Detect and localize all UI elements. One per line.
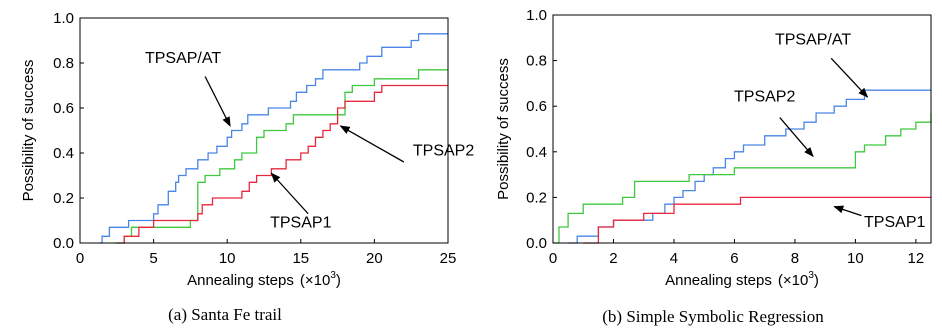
plot-frame — [79, 17, 449, 244]
y-tick-label: 0.4 — [53, 145, 74, 162]
x-axis-unit-exponent: 3 — [808, 270, 814, 281]
y-tick-label: 0.0 — [526, 235, 547, 252]
x-tick-label: 2 — [609, 250, 617, 267]
y-tick-label: 0.4 — [526, 144, 547, 161]
y-axis-label: Possibility of success — [20, 60, 37, 202]
annotation-arrow — [833, 205, 862, 217]
series-line-tpsap1 — [583, 196, 931, 244]
y-tick-label: 0.0 — [53, 235, 74, 252]
annotation-arrow — [339, 125, 405, 163]
x-axis-title: Annealing steps — [187, 272, 294, 289]
series-line-tpsap2 — [113, 69, 448, 244]
y-tick-label: 0.2 — [53, 190, 74, 207]
series-line-tpsap2 — [553, 113, 932, 244]
chart-caption: (b) Simple Symbolic Regression — [602, 307, 824, 326]
annotation-label: TPSAP1 — [864, 214, 925, 231]
x-axis-unit-close: ) — [336, 272, 341, 289]
series-line-tpsap-at — [568, 89, 931, 244]
y-tick-label: 0.2 — [526, 189, 547, 206]
annotation-label: TPSAP1 — [270, 214, 331, 231]
x-tick-label: 10 — [847, 250, 864, 267]
x-axis-unit-close: ) — [814, 272, 819, 289]
y-tick-label: 0.8 — [53, 55, 74, 72]
x-axis-title: Annealing steps — [665, 272, 772, 289]
chart-caption: (a) Santa Fe trail — [168, 305, 282, 324]
x-axis-unit: (×10 — [300, 272, 330, 289]
x-tick-label: 6 — [730, 250, 738, 267]
x-tick-label: 12 — [908, 250, 925, 267]
x-tick-label: 25 — [440, 250, 457, 267]
x-axis-unit: (×10 — [778, 272, 808, 289]
y-tick-label: 1.0 — [53, 10, 74, 27]
series-line-tpsap-at — [99, 33, 448, 244]
x-tick-label: 5 — [149, 250, 157, 267]
x-axis-unit-exponent: 3 — [330, 270, 336, 281]
annotation-arrow — [779, 117, 814, 158]
annotation-label: TPSAP2 — [413, 142, 474, 159]
x-tick-label: 20 — [366, 250, 383, 267]
x-axis-label: Annealing steps (×103) — [187, 270, 341, 289]
chart-panel-a: 0 5 10 15 20 25 0.0 0.2 0.4 0.6 0.8 1.0 Annealing st… — [20, 10, 474, 324]
x-tick-label: 10 — [219, 250, 236, 267]
x-tick-label: 0 — [76, 250, 84, 267]
x-axis-label: Annealing steps (×103) — [665, 270, 819, 289]
y-axis-label: Possibility of success — [495, 58, 512, 200]
annotation-arrow — [830, 57, 869, 98]
y-tick-label: 0.6 — [53, 100, 74, 117]
x-tick-label: 4 — [670, 250, 678, 267]
x-tick-label: 0 — [549, 250, 557, 267]
annotation-label: TPSAP/AT — [145, 50, 221, 67]
x-tick-label: 15 — [292, 250, 309, 267]
annotation-label: TPSAP2 — [734, 89, 795, 106]
y-tick-label: 1.0 — [526, 7, 547, 24]
annotation-arrow — [204, 76, 231, 127]
annotation-arrow — [270, 172, 309, 215]
x-tick-label: 8 — [791, 250, 799, 267]
annotation-label: TPSAP/AT — [775, 32, 851, 49]
y-tick-label: 0.6 — [526, 98, 547, 115]
series-line-tpsap1 — [116, 84, 448, 244]
chart-panel-b: 0 2 4 6 8 10 12 0.0 0.2 0.4 0.6 0.8 1.0 Annealing ste… — [495, 7, 932, 326]
plot-frame — [552, 14, 932, 244]
y-tick-label: 0.8 — [526, 53, 547, 70]
